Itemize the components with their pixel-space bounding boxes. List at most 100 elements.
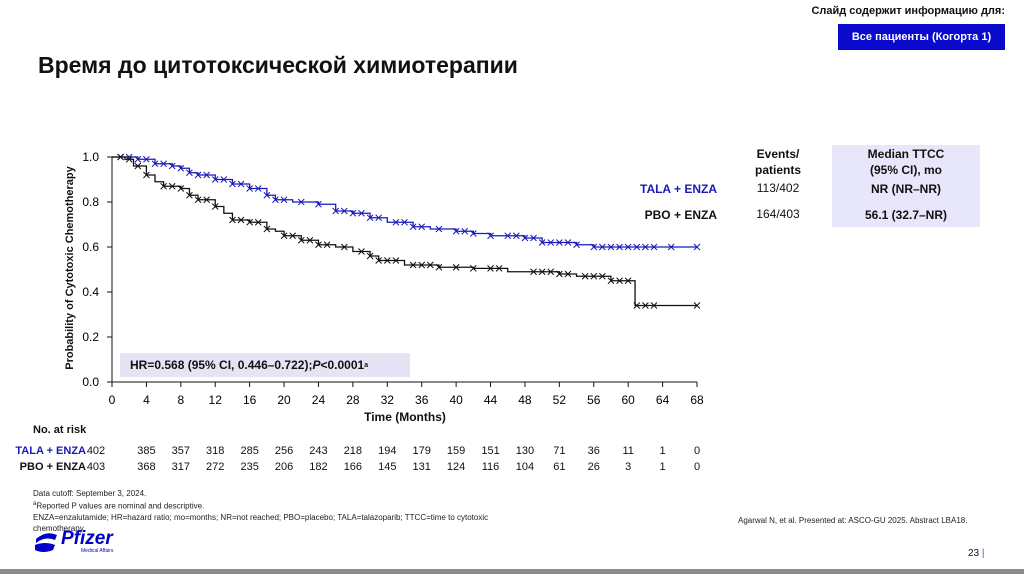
- hr-text: HR=0.568 (95% CI, 0.446–0.722);: [130, 358, 313, 372]
- censor-mark: [134, 162, 142, 170]
- km-chart: 0 4 8 12 16 20 24 28 32 36 40 44 48 52 56 60 64 680.00.20…: [82, 150, 704, 407]
- censor-mark: [246, 185, 254, 192]
- risk-value: 194: [378, 445, 397, 457]
- events-header-line: Events/: [756, 147, 800, 161]
- footnote-a-text: Reported P values are nominal and descri…: [36, 501, 205, 511]
- censor-mark: [547, 239, 555, 246]
- risk-value: 26: [587, 461, 600, 473]
- censor-mark: [375, 214, 383, 222]
- censor-mark: [435, 225, 443, 233]
- censor-mark: [375, 257, 383, 264]
- y-axis-label: Probability of Cytotoxic Chemotherapy: [64, 166, 76, 370]
- x-tick-label: 68: [690, 393, 704, 407]
- risk-row-label: PBO + ENZA: [19, 461, 86, 473]
- censor-mark: [254, 185, 262, 192]
- censor-mark: [315, 200, 322, 208]
- censor-mark: [642, 302, 649, 309]
- censor-mark: [487, 232, 494, 240]
- y-tick-label: 1.0: [82, 150, 99, 164]
- censor-mark: [495, 265, 503, 272]
- risk-value: 318: [206, 445, 225, 457]
- x-tick-label: 56: [587, 393, 601, 407]
- censor-mark: [590, 243, 598, 251]
- risk-value: 243: [309, 445, 328, 457]
- censor-mark: [607, 243, 615, 251]
- censor-mark: [599, 243, 606, 251]
- x-tick-label: 48: [518, 393, 532, 407]
- risk-value: 1: [659, 445, 666, 457]
- censor-mark: [633, 243, 641, 251]
- censor-mark: [117, 153, 124, 161]
- risk-value: 256: [274, 445, 294, 457]
- censor-mark: [272, 196, 279, 204]
- y-tick-label: 0.6: [82, 240, 99, 254]
- censor-mark: [160, 160, 167, 168]
- censor-mark: [237, 216, 245, 224]
- censor-mark: [297, 236, 305, 244]
- censor-mark: [383, 257, 391, 264]
- censor-mark: [168, 182, 176, 190]
- censor-mark: [607, 277, 615, 285]
- x-tick-label: 64: [656, 393, 670, 407]
- risk-value: 130: [515, 445, 535, 457]
- censor-mark: [555, 270, 563, 278]
- censor-mark: [125, 155, 133, 163]
- risk-value: 182: [309, 461, 328, 473]
- censor-mark: [177, 185, 185, 192]
- censor-mark: [624, 277, 632, 285]
- censor-mark: [340, 243, 348, 251]
- censor-mark: [229, 180, 236, 188]
- page-number-text: 23: [968, 548, 980, 559]
- censor-mark: [143, 155, 150, 163]
- risk-value: 0: [693, 461, 701, 473]
- censor-mark: [392, 257, 400, 264]
- risk-value: 159: [446, 445, 466, 457]
- risk-value: 368: [137, 461, 156, 473]
- hr-footnote-mark: a: [364, 361, 369, 369]
- censor-mark: [547, 268, 555, 276]
- footnote-a: aReported P values are nominal and descr…: [33, 501, 205, 511]
- censor-mark: [254, 218, 262, 226]
- risk-value: 166: [343, 461, 363, 473]
- censor-mark: [633, 302, 641, 309]
- censor-mark: [349, 209, 357, 217]
- hr-p-value: <0.0001: [320, 358, 365, 372]
- censor-mark: [143, 171, 150, 179]
- x-tick-label: 20: [277, 393, 291, 407]
- censor-mark: [538, 268, 546, 276]
- slide-audience-label: Слайд содержит информацию для:: [811, 5, 1005, 17]
- risk-value: 206: [274, 461, 294, 473]
- censor-mark: [487, 265, 494, 272]
- summary-median-pbo: 56.1 (32.7–NR): [864, 208, 948, 222]
- censor-mark: [469, 230, 477, 237]
- censor-mark: [280, 196, 288, 204]
- censor-mark: [168, 162, 176, 170]
- censor-mark: [624, 243, 632, 251]
- censor-mark: [194, 196, 202, 204]
- risk-value: 71: [553, 445, 566, 457]
- risk-value: 0: [693, 445, 701, 457]
- censor-mark: [220, 176, 228, 183]
- censor-mark: [211, 176, 219, 183]
- censor-mark: [323, 241, 331, 249]
- censor-mark: [366, 252, 374, 260]
- censor-mark: [211, 203, 219, 210]
- risk-row-label: TALA + ENZA: [15, 445, 86, 457]
- censor-mark: [504, 232, 512, 240]
- pfizer-logo: Pfizer Medical Affairs: [33, 529, 113, 554]
- x-tick-label: 28: [346, 393, 360, 407]
- censor-mark: [693, 302, 701, 309]
- cohort-button[interactable]: Все пациенты (Когорта 1): [838, 24, 1005, 50]
- censor-mark: [452, 263, 460, 271]
- median-header: Median TTCC (95% CI), mo: [832, 146, 980, 178]
- x-tick-label: 60: [621, 393, 635, 407]
- censor-mark: [555, 239, 563, 246]
- footnote-cutoff: Data cutoff: September 3, 2024.: [33, 489, 147, 498]
- censor-mark: [538, 239, 546, 246]
- risk-value: 385: [137, 445, 156, 457]
- x-tick-label: 0: [109, 393, 116, 407]
- censor-mark: [452, 227, 460, 235]
- risk-value: 3: [625, 461, 632, 473]
- x-tick-label: 16: [243, 393, 257, 407]
- median-header-line: Median TTCC: [867, 147, 945, 161]
